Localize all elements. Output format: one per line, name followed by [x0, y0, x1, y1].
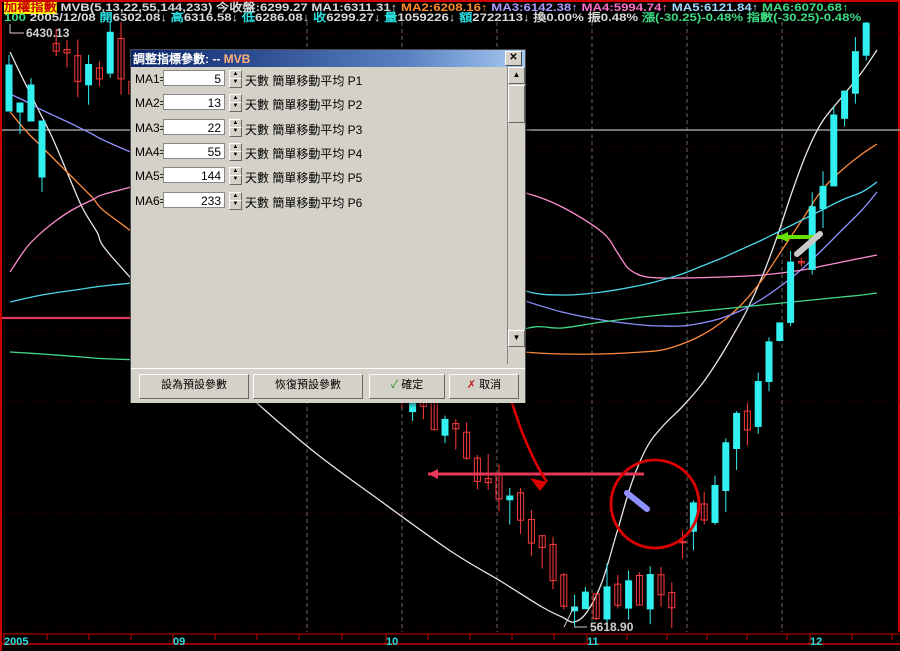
svg-text:6430.13: 6430.13	[26, 26, 70, 40]
